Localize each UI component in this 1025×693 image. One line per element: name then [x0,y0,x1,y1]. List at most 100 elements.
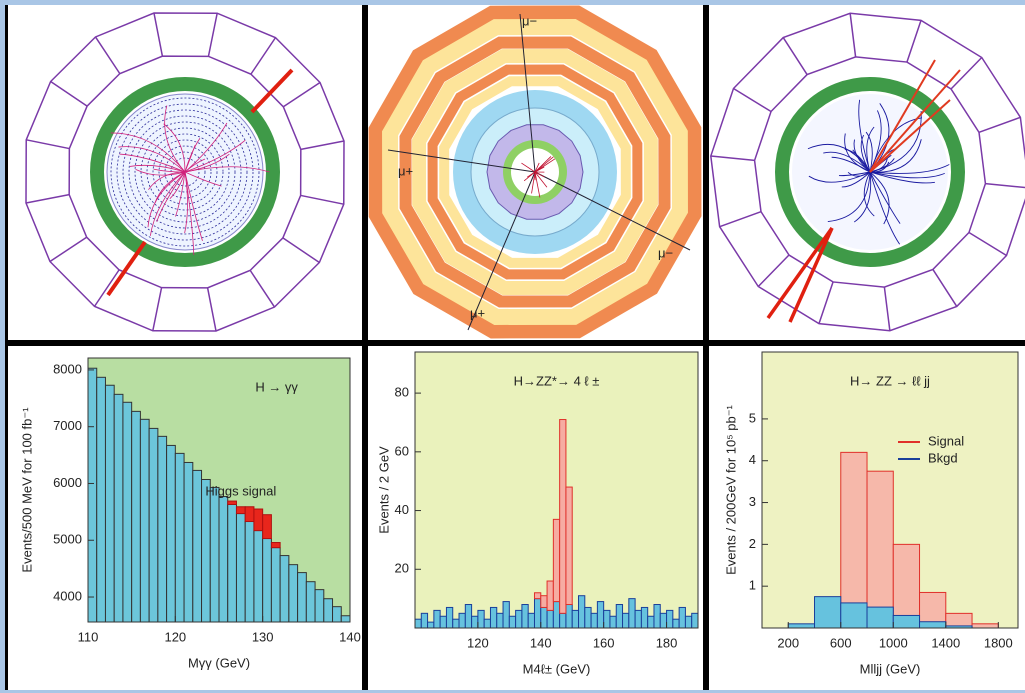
bar [635,610,641,628]
bar [123,402,132,622]
bar [175,453,184,622]
bar [610,616,616,628]
muon-label: μ+ [470,305,485,320]
bar [167,445,176,622]
legend-label: Bkgd [928,450,958,465]
y-tick-label: 60 [395,443,409,458]
bar [149,428,158,622]
y-tick-label: 5000 [53,532,82,547]
y-tick-label: 20 [395,561,409,576]
bar [306,582,315,622]
bar [490,607,496,628]
bar [654,605,660,628]
y-tick-label: 5 [749,410,756,425]
x-tick-label: 140 [530,635,552,650]
annotation: Higgs signal [205,483,276,498]
bar [541,607,547,628]
bar [541,596,547,608]
bar [629,599,635,628]
y-tick-label: 2 [749,536,756,551]
bar [484,619,490,628]
bar [673,619,679,628]
x-tick-label: 110 [78,629,99,644]
x-axis-label: Mlljj (GeV) [860,661,921,676]
bar [522,605,528,628]
y-tick-label: 6000 [53,475,82,490]
y-tick-label: 80 [395,385,409,400]
bar [263,515,272,539]
y-tick-label: 7000 [53,418,82,433]
bar [547,610,553,628]
bar [324,599,333,622]
bar [440,616,446,628]
bar [298,573,307,622]
bar [97,377,106,622]
bar [114,394,123,622]
bar [434,610,440,628]
bar [679,607,685,628]
bar [184,462,193,622]
bar [333,607,342,622]
chart-title: H→ZZ*→ 4 ℓ ± [514,373,600,388]
bar [867,471,893,628]
bar [105,385,114,622]
bar [516,610,522,628]
bar [566,487,572,604]
bar [193,470,202,622]
x-tick-label: 1000 [879,635,908,650]
x-tick-label: 120 [164,629,186,644]
bar [572,610,578,628]
bar [553,602,559,628]
bar [289,565,298,622]
bar [547,581,553,610]
bar [534,599,540,628]
bar [415,619,421,628]
y-tick-label: 3 [749,494,756,509]
bar [616,605,622,628]
bar [236,507,245,514]
bar [341,616,350,622]
bar [245,522,254,622]
page: μ−μ+μ−μ+ 1101201301404000500060007000800… [0,0,1025,693]
x-tick-label: 120 [467,635,489,650]
bar [648,616,654,628]
bar [893,615,919,628]
bar [219,497,228,622]
bar [685,616,691,628]
bar [315,590,324,622]
y-tick-label: 1 [749,578,756,593]
y-tick-label: 40 [395,502,409,517]
bar [210,487,219,622]
y-axis-label: Events / 200GeV for 10⁵ pb⁻¹ [723,404,738,574]
bar [585,607,591,628]
bar [245,507,254,522]
bar [459,613,465,628]
bar [623,613,629,628]
bar [553,519,559,601]
x-tick-label: 160 [593,635,615,650]
bar [660,613,666,628]
bar [604,610,610,628]
bar [254,509,263,531]
bar [453,619,459,628]
bar [509,616,515,628]
bar [446,607,452,628]
figure: μ−μ+μ−μ+ 1101201301404000500060007000800… [0,0,1025,693]
x-axis-label: Mγγ (GeV) [188,655,250,670]
bar [788,624,814,628]
y-axis-label: Events / 2 GeV [376,446,391,534]
bar [920,622,946,628]
y-tick-label: 8000 [53,361,82,376]
bar [271,548,280,622]
bar [478,610,484,628]
bar [692,613,698,628]
bar [88,368,97,622]
bar [560,420,566,614]
muon-label: μ+ [398,163,413,178]
x-tick-label: 1400 [931,635,960,650]
muon-label: μ− [522,13,537,28]
x-tick-label: 600 [830,635,852,650]
x-tick-label: 200 [777,635,799,650]
chart-title: H→ ZZ → ℓℓ jj [850,373,930,388]
bar [263,539,272,622]
